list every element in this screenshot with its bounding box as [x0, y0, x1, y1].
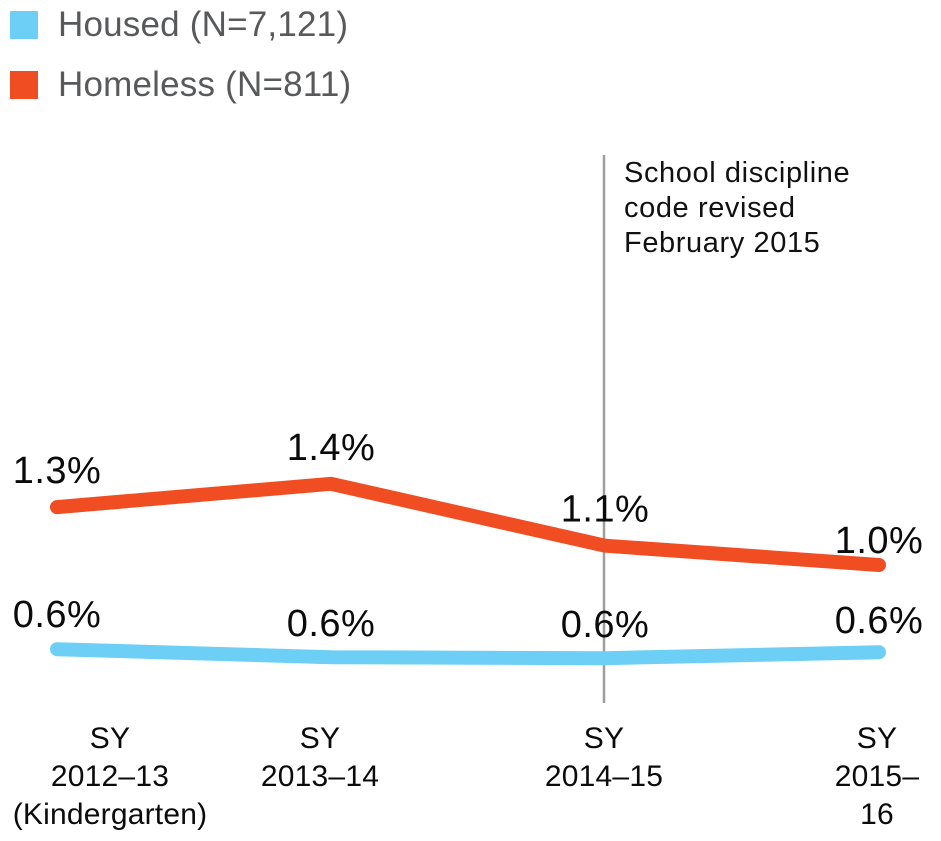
point-label-housed-n-7-121-1: 0.6% — [287, 603, 376, 645]
point-label-housed-n-7-121-0: 0.6% — [13, 594, 102, 636]
event-annotation: School discipline code revised February … — [624, 157, 851, 259]
point-label-homeless-n-811-1: 1.4% — [287, 427, 376, 469]
legend-item-homeless: Homeless (N=811) — [10, 65, 351, 104]
legend-label-housed: Housed (N=7,121) — [58, 5, 349, 44]
x-tick-sy-2012-13: SY 2012–13 (Kindergarten) — [12, 722, 208, 831]
point-label-housed-n-7-121-3: 0.6% — [835, 600, 924, 642]
homeless-swatch-icon — [10, 71, 38, 99]
x-tick-sy-2014-15: SY 2014–15 — [544, 722, 664, 793]
legend-item-housed: Housed (N=7,121) — [10, 5, 351, 44]
legend-label-homeless: Homeless (N=811) — [58, 65, 352, 104]
x-tick-sy-2015-16: SY 2015–16 — [834, 722, 920, 831]
point-label-homeless-n-811-3: 1.0% — [835, 520, 924, 562]
point-label-homeless-n-811-0: 1.3% — [13, 450, 102, 492]
point-labels: 1.3% 1.4% 1.1% 1.0% 0.6% 0.6% 0.6% 0.6% — [13, 427, 924, 646]
series-line-housed-n-7-121 — [50, 642, 886, 666]
series-line-homeless-n-811 — [50, 476, 886, 572]
series-lines — [50, 476, 886, 666]
housed-swatch-icon — [10, 11, 38, 39]
x-tick-sy-2013-14: SY 2013–14 — [260, 722, 380, 793]
point-label-housed-n-7-121-2: 0.6% — [561, 604, 650, 646]
point-label-homeless-n-811-2: 1.1% — [561, 489, 650, 531]
legend: Housed (N=7,121) Homeless (N=811) — [10, 5, 351, 131]
